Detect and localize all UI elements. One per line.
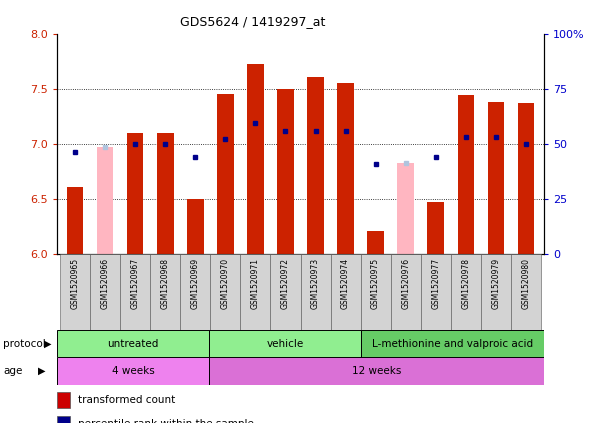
Bar xyxy=(481,254,511,330)
Text: vehicle: vehicle xyxy=(267,339,304,349)
Bar xyxy=(300,254,331,330)
Text: GSM1520974: GSM1520974 xyxy=(341,258,350,309)
Text: percentile rank within the sample: percentile rank within the sample xyxy=(78,419,254,423)
Text: GSM1520970: GSM1520970 xyxy=(221,258,230,309)
Text: GSM1520977: GSM1520977 xyxy=(432,258,440,309)
Bar xyxy=(240,254,270,330)
Bar xyxy=(427,202,444,254)
Bar xyxy=(391,254,421,330)
Text: GSM1520967: GSM1520967 xyxy=(131,258,139,309)
Text: 12 weeks: 12 weeks xyxy=(352,366,401,376)
Bar xyxy=(187,199,204,254)
Bar xyxy=(511,254,541,330)
Bar xyxy=(127,133,144,254)
Text: GSM1520965: GSM1520965 xyxy=(71,258,79,309)
Bar xyxy=(397,162,414,254)
Bar xyxy=(150,254,180,330)
Bar xyxy=(270,254,300,330)
Text: protocol: protocol xyxy=(3,339,46,349)
Text: untreated: untreated xyxy=(108,339,159,349)
Bar xyxy=(90,254,120,330)
Bar xyxy=(277,89,294,254)
Bar xyxy=(97,147,114,254)
Bar xyxy=(209,357,544,385)
Bar xyxy=(60,254,90,330)
Bar xyxy=(57,330,209,357)
Text: 4 weeks: 4 weeks xyxy=(112,366,154,376)
Bar xyxy=(337,83,354,254)
Bar xyxy=(361,254,391,330)
Bar xyxy=(180,254,210,330)
Bar xyxy=(307,77,324,254)
Bar xyxy=(331,254,361,330)
Bar xyxy=(451,254,481,330)
Text: ▶: ▶ xyxy=(38,366,45,376)
Bar xyxy=(210,254,240,330)
Text: age: age xyxy=(3,366,22,376)
Bar xyxy=(421,254,451,330)
Text: GDS5624 / 1419297_at: GDS5624 / 1419297_at xyxy=(180,15,325,28)
Text: ▶: ▶ xyxy=(44,339,51,349)
Text: GSM1520976: GSM1520976 xyxy=(401,258,410,309)
Bar xyxy=(367,231,384,254)
Text: GSM1520969: GSM1520969 xyxy=(191,258,200,309)
Text: transformed count: transformed count xyxy=(78,395,175,405)
Text: GSM1520968: GSM1520968 xyxy=(161,258,169,309)
Text: GSM1520966: GSM1520966 xyxy=(101,258,109,309)
Text: GSM1520973: GSM1520973 xyxy=(311,258,320,309)
Text: GSM1520980: GSM1520980 xyxy=(522,258,530,309)
Text: GSM1520978: GSM1520978 xyxy=(462,258,470,309)
Bar xyxy=(57,357,209,385)
Bar xyxy=(120,254,150,330)
Bar xyxy=(361,330,544,357)
Bar xyxy=(487,102,504,254)
Bar xyxy=(157,133,174,254)
Text: GSM1520972: GSM1520972 xyxy=(281,258,290,309)
Bar xyxy=(217,94,234,254)
Text: GSM1520971: GSM1520971 xyxy=(251,258,260,309)
Bar xyxy=(209,330,361,357)
Text: GSM1520979: GSM1520979 xyxy=(492,258,500,309)
Text: GSM1520975: GSM1520975 xyxy=(371,258,380,309)
Bar xyxy=(517,103,534,254)
Text: L-methionine and valproic acid: L-methionine and valproic acid xyxy=(372,339,533,349)
Bar xyxy=(457,96,474,254)
Bar xyxy=(247,63,264,254)
Bar xyxy=(67,187,84,254)
